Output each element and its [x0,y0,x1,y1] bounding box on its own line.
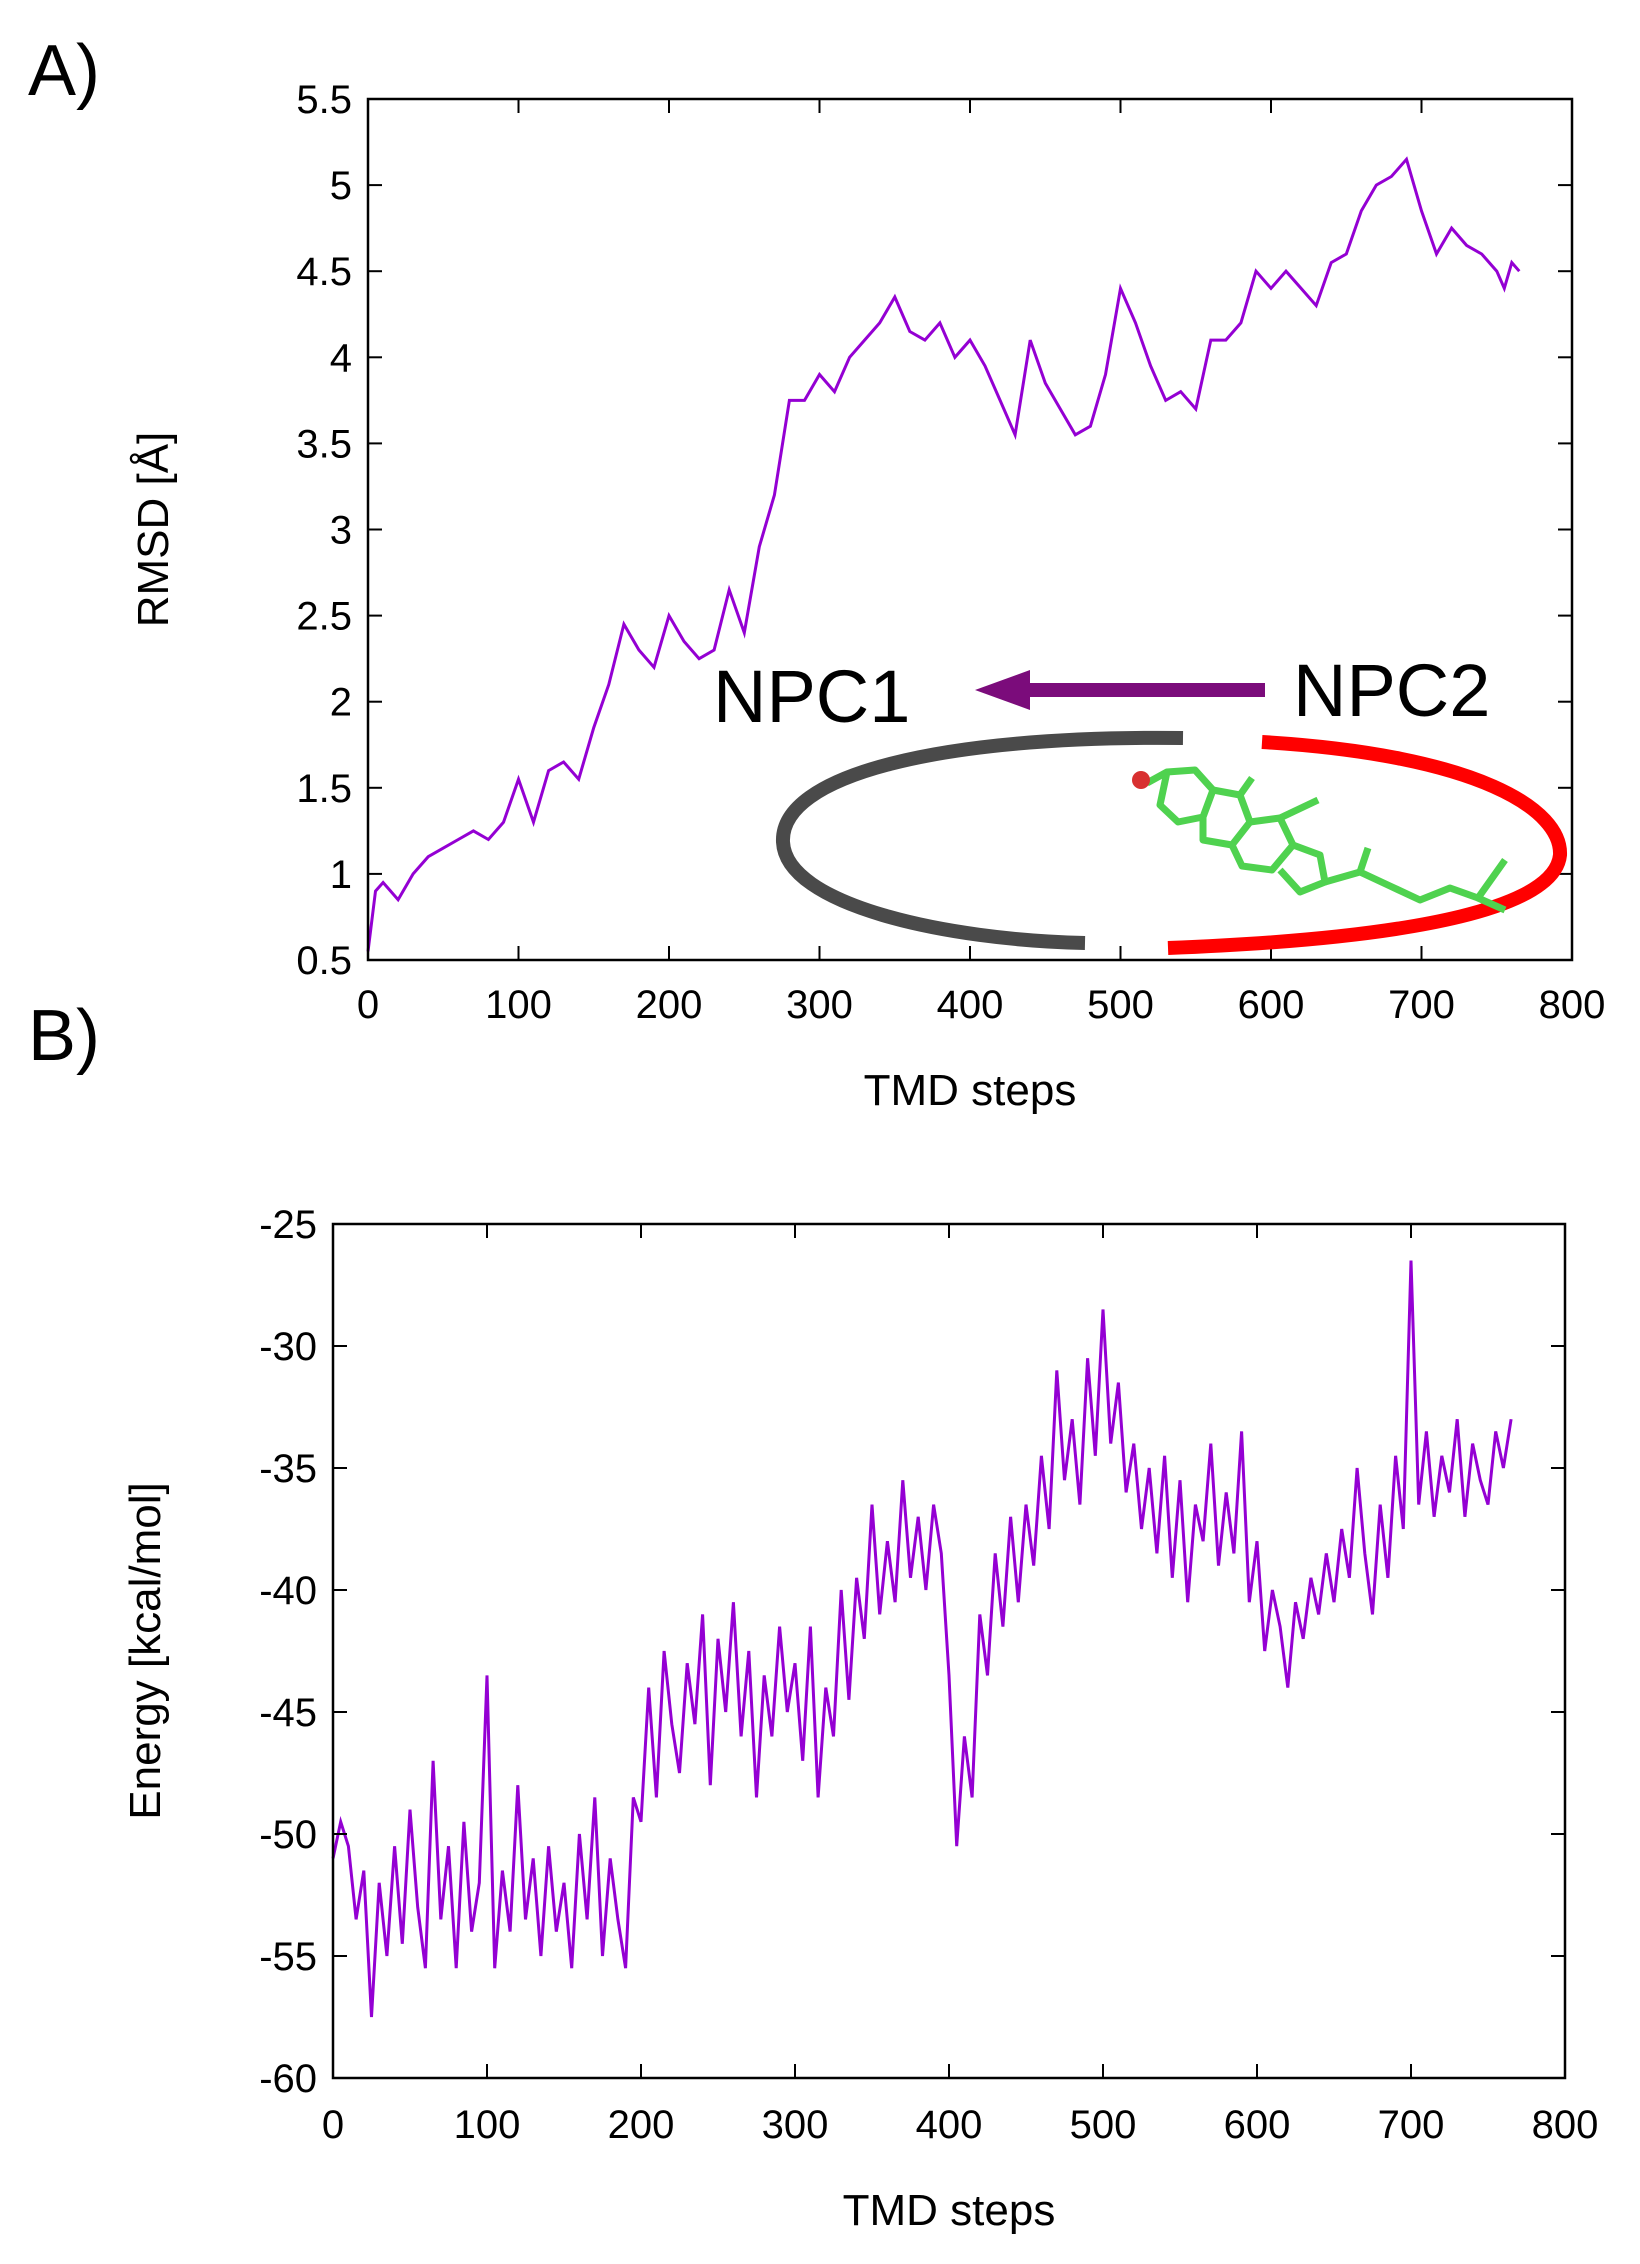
x-tick-label: 500 [1070,2103,1137,2147]
npc-transfer-inset: NPC1 NPC2 [713,649,1567,955]
y-tick-label: -45 [259,1691,317,1735]
transfer-arrow [975,670,1265,710]
x-tick-label: 200 [608,2103,675,2147]
energy-y-axis-label: Energy [kcal/mol] [121,1482,170,1819]
x-tick-label: 800 [1532,2103,1599,2147]
y-tick-label: -30 [259,1325,317,1369]
energy-plot-frame [331,1222,1567,2080]
y-tick-label: 5.5 [296,78,352,122]
x-tick-label: 100 [454,2103,521,2147]
x-tick-label: 600 [1238,983,1305,1027]
y-tick-label: 2.5 [296,595,352,639]
npc2-ring [1167,735,1567,955]
transfer-arrow-head [975,670,1030,710]
methyl-18 [1278,796,1320,822]
ring-a [1145,766,1217,826]
methyl-19 [1237,775,1255,798]
x-tick-label: 500 [1087,983,1154,1027]
rmsd-plot-frame [366,97,1574,962]
y-tick-label: 5 [330,164,352,208]
x-tick-label: 200 [636,983,703,1027]
npc1-label: NPC1 [713,655,910,738]
energy-chart: 0 100 200 300 400 500 600 700 800 -25 -30 -35 -40 -45… [121,1203,1598,2235]
y-tick-label: 4.5 [296,250,352,294]
y-tick-label: 1.5 [296,767,352,811]
npc2-label: NPC2 [1293,649,1490,732]
panel-label-b: B) [28,996,100,1076]
y-tick-label: 3 [330,509,352,553]
x-tick-label: 300 [762,2103,829,2147]
y-tick-label: -55 [259,1935,317,1979]
x-tick-label: 100 [485,983,552,1027]
side-chain [1324,857,1508,904]
rmsd-x-axis-label: TMD steps [864,1066,1077,1115]
x-tick-label: 400 [916,2103,983,2147]
npc1-ring [775,730,1184,950]
energy-x-axis-label: TMD steps [843,2186,1056,2235]
cholesterol-molecule [1145,766,1508,914]
hydroxyl-oxygen [1132,771,1150,789]
rmsd-series-line [366,156,1521,952]
methyl-26 [1476,894,1507,914]
y-tick-label: 4 [330,336,352,380]
rmsd-chart: 0 100 200 300 400 500 600 700 800 0.5 1 1.5 2 2.5 3 3.5… [129,78,1605,1115]
y-tick-label: -35 [259,1447,317,1491]
ring-c [1228,814,1297,874]
y-tick-label: -40 [259,1569,317,1613]
y-tick-label: 2 [330,681,352,725]
x-tick-label: 600 [1224,2103,1291,2147]
panel-label-a: A) [28,31,100,111]
y-tick-label: 3.5 [296,422,352,466]
methyl-21 [1356,846,1372,874]
x-tick-label: 0 [322,2103,344,2147]
x-tick-label: 0 [357,983,379,1027]
y-tick-label: 0.5 [296,939,352,983]
y-tick-label: -60 [259,2057,317,2101]
x-tick-label: 300 [786,983,853,1027]
energy-series-line [331,1260,1513,2018]
ring-b [1199,786,1254,849]
x-tick-label: 800 [1539,983,1606,1027]
y-tick-label: 1 [330,853,352,897]
x-tick-label: 700 [1388,983,1455,1027]
y-tick-label: -25 [259,1203,317,1247]
x-tick-label: 700 [1378,2103,1445,2147]
y-tick-label: -50 [259,1813,317,1857]
x-tick-label: 400 [937,983,1004,1027]
rmsd-y-axis-label: RMSD [Å] [129,432,178,628]
